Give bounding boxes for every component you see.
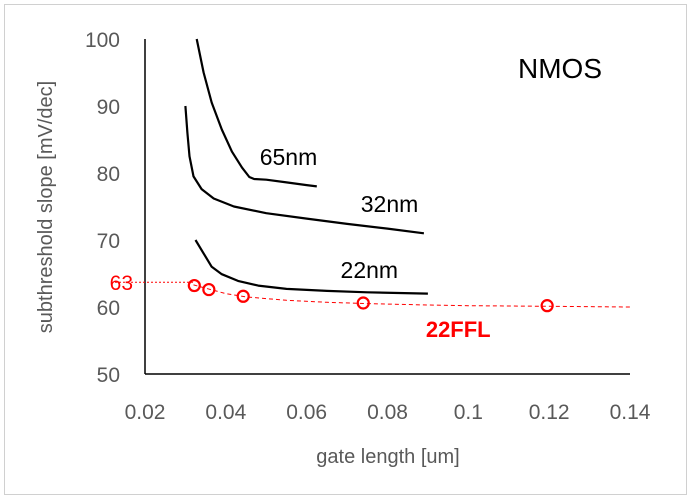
y-tick-label: 80 xyxy=(97,163,120,186)
y-tick-label: 60 xyxy=(97,297,120,320)
y-tick-label: 50 xyxy=(97,364,120,387)
x-tick-label: 0.04 xyxy=(205,401,246,424)
data-point-marker xyxy=(202,282,216,297)
series-label: 65nm xyxy=(260,144,318,170)
series-line-65nm xyxy=(195,38,317,188)
series-label: 22nm xyxy=(341,257,399,283)
x-tick-label: 0.14 xyxy=(610,401,651,424)
chart-title: NMOS xyxy=(518,53,602,84)
y-tick-label: 90 xyxy=(97,96,120,119)
data-point-marker xyxy=(540,299,554,313)
series-label: 32nm xyxy=(361,191,419,217)
x-tick-label: 0.02 xyxy=(125,401,166,424)
data-point-marker xyxy=(187,278,201,293)
chart-area xyxy=(4,4,687,495)
reference-label: 63 xyxy=(110,272,133,295)
y-tick-label: 100 xyxy=(85,29,120,52)
x-tick-label: 0.08 xyxy=(367,401,408,424)
data-point-marker xyxy=(356,296,370,310)
series-line-22ffl xyxy=(193,284,631,308)
y-axis-title: subthreshold slope [mV/dec] xyxy=(35,81,57,333)
series-line-32nm xyxy=(184,105,425,235)
x-tick-label: 0.12 xyxy=(529,401,570,424)
data-point-marker xyxy=(236,289,250,303)
series-label: 22FFL xyxy=(426,317,491,342)
x-axis-title: gate length [um] xyxy=(316,446,459,468)
x-tick-label: 0.06 xyxy=(286,401,327,424)
y-tick-label: 70 xyxy=(97,230,120,253)
series-line-22nm xyxy=(194,239,428,295)
x-tick-label: 0.1 xyxy=(454,401,483,424)
